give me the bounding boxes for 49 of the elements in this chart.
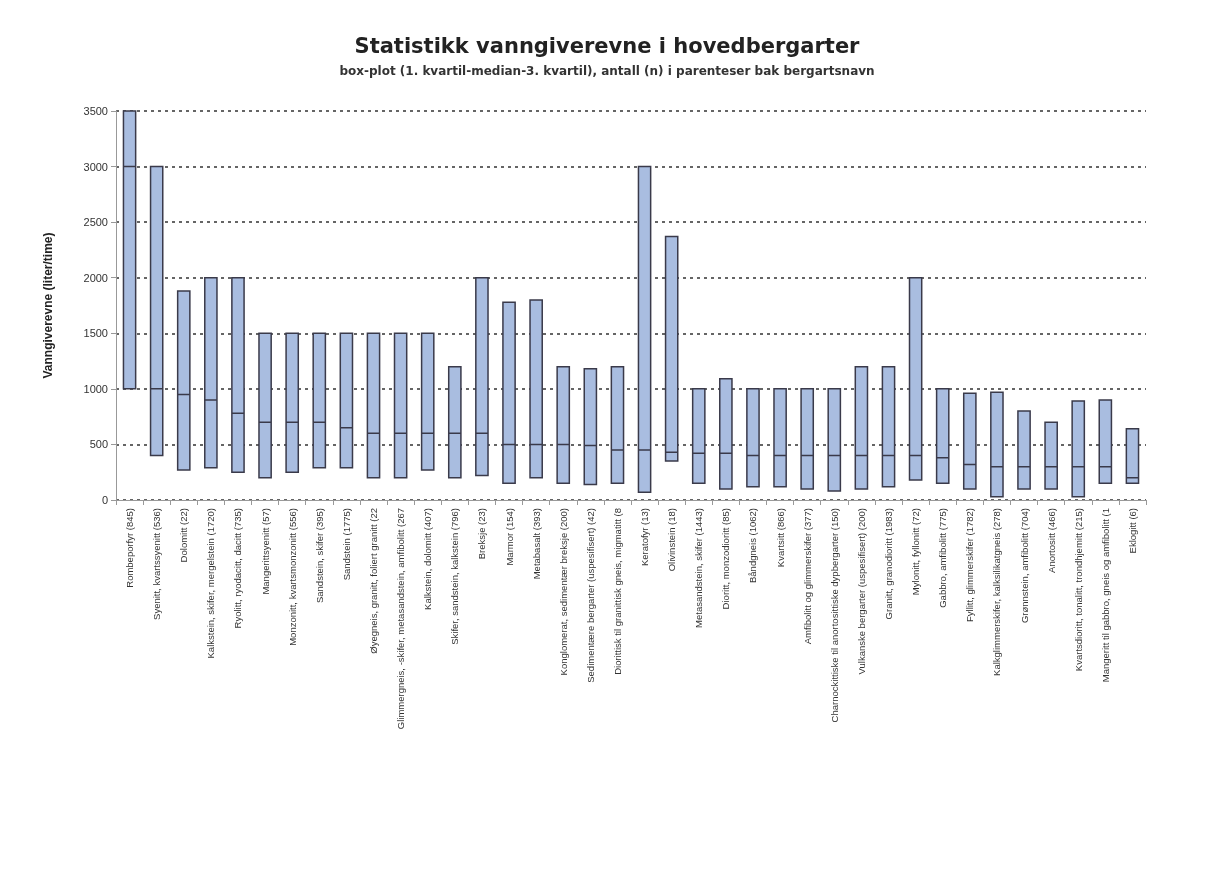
chart-title: Statistikk vanngiverevne i hovedbergarter [354,33,861,58]
x-tick-label: Skifer, sandstein, kalkstein (796) [449,508,461,645]
y-tick-label: 3000 [83,160,108,173]
x-tick-label: Charnockittiske til anortosittiske dypbergarter (150) [828,508,840,723]
x-tick-label: Kalkstein, skifer, mergelstein (1720) [205,508,217,659]
x-tick-label: Amfibolitt og glimmerskifer (377) [801,508,813,645]
x-tick-label: Kvartsitt (866) [774,508,786,568]
x-tick-label: Anortositt (466) [1045,508,1057,573]
x-tick-label: Monzonitt, kvartsmonzonitt (556) [286,508,298,646]
x-tick-label: Grønnstein, amfibolitt (704) [1018,508,1030,624]
x-tick-label: Ryolitt, ryodacitt, dacitt (735) [232,508,244,629]
x-tick-label: Kalkglimmerskifer, kalksilikatgneis (278) [991,508,1003,676]
x-tick-label: Marmor (154) [503,508,515,566]
x-tick-label: Metasandstein, skifer (1443) [693,508,705,628]
y-tick-label: 1000 [83,382,108,395]
x-tick-label: Rombeporfyr (845) [124,508,136,588]
y-tick-label: 1500 [83,327,108,340]
y-tick-label: 3500 [83,105,108,117]
x-tick-label: Sandstein (1775) [340,508,352,581]
x-tick-label: Fyllitt, glimmerskifer (1782) [964,508,976,623]
x-tick-label: Syenitt, kvartssyenitt (536) [151,508,163,620]
y-axis-title: Vanngiverevne (liter/time) [41,232,55,379]
x-tick-label: Kvartsdioritt, tonalitt, trondhjemitt (215) [1072,508,1084,672]
x-tick-label: Mylonitt, fyllonitt (72) [910,508,922,596]
x-tick-label: Gabbro, amfibolitt (775) [937,508,949,608]
chart-subtitle: box-plot (1. kvartil-median-3. kvartil), antall (n) i parenteser bak bergartsnavn [339,64,875,78]
y-tick-label: 500 [89,438,108,451]
x-tick-label: Sedimentære bergarter (uspesifisert) (42) [584,508,596,683]
x-tick-label: Øyegneis, granitt, foliert granitt (22 [368,508,379,654]
x-tick-label: Eklogitt (6) [1126,508,1138,554]
x-tick-label: Mangerittsyenitt (57) [259,508,271,595]
x-tick-label: Diorittisk til granittisk gneis, migmatitt (8 [611,508,623,675]
x-tick-label: Kalkstein, dolomitt (407) [422,508,434,610]
x-tick-label: Granitt, granodioritt (1983) [883,508,894,620]
y-tick-label: 2000 [83,271,108,284]
x-tick-label: Metabasalt (393) [530,508,542,580]
x-tick-label: Glimmergneis, -skifer, metasandstein, amfibolitt (267 [395,508,407,730]
y-tick-label: 0 [101,494,108,506]
x-tick-label: Sandstein, skifer (395) [313,508,325,604]
x-tick-label: Keratofyr (13) [639,508,651,567]
x-tick-label: Båndgneis (1062) [747,508,759,583]
y-tick-label: 2500 [83,216,108,229]
x-tick-label: Vulkanske bergarter (uspesifisert) (200) [855,508,867,675]
x-tick-label: Mangeritt til gabbro, gneis og amfibolitt (1 [1099,508,1111,683]
x-tick-label: Dolomitt (22) [178,508,190,563]
x-tick-label: Dioritt, monzodioritt (85) [720,508,732,610]
x-tick-label: Olivinstein (18) [666,508,678,572]
x-tick-label: Breksje (23) [476,508,488,560]
x-tick-label: Konglomerat, sedimentær breksje (200) [557,508,569,676]
